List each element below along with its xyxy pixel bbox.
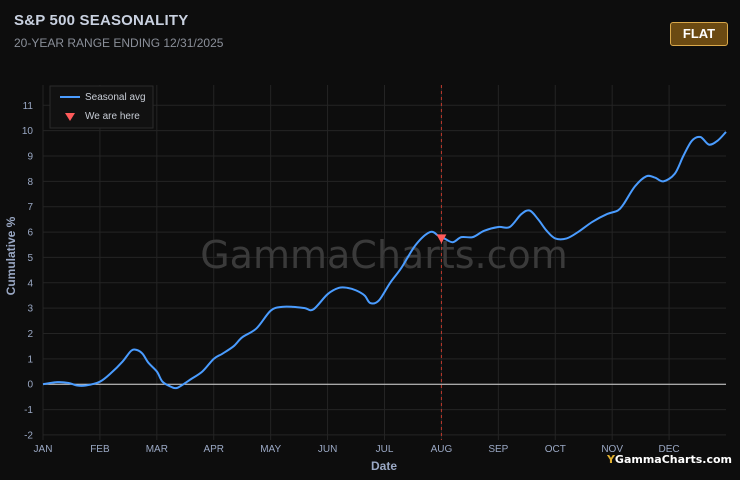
y-tick-label: 4: [27, 278, 33, 289]
trend-badge[interactable]: FLAT: [670, 22, 728, 46]
x-tick-label: JUL: [376, 444, 394, 455]
x-tick-label: SEP: [488, 444, 508, 455]
legend: Seasonal avg We are here: [49, 85, 154, 129]
x-axis-label: Date: [371, 459, 397, 473]
legend-we-are-here: We are here: [85, 111, 140, 122]
x-tick-label: DEC: [659, 444, 680, 455]
we-are-here-marker: [436, 234, 447, 244]
y-tick-label: -2: [24, 430, 33, 441]
y-tick-label: 6: [27, 228, 33, 239]
y-tick-label: 8: [27, 177, 33, 188]
legend-box: [49, 85, 154, 129]
brand-mark-icon: Y: [606, 453, 615, 466]
x-tick-label: JAN: [34, 444, 53, 455]
page-subtitle: 20-YEAR RANGE ENDING 12/31/2025: [14, 36, 224, 50]
y-tick-label: 3: [27, 304, 33, 315]
y-tick-label: -1: [24, 405, 33, 416]
x-tick-label: JUN: [318, 444, 337, 455]
y-tick-label: 0: [27, 380, 33, 391]
y-tick-label: 10: [22, 126, 34, 137]
y-tick-label: 7: [27, 202, 33, 213]
watermark: GammaCharts.com: [200, 233, 568, 277]
y-tick-label: 9: [27, 152, 33, 163]
legend-seasonal-avg: Seasonal avg: [85, 92, 146, 103]
x-tick-label: AUG: [431, 444, 453, 455]
y-tick-label: 5: [27, 253, 33, 264]
x-tick-label: NOV: [601, 444, 623, 455]
legend-marker-swatch: [65, 113, 75, 121]
x-tick-label: MAR: [146, 444, 168, 455]
y-tick-label: 1: [27, 354, 33, 365]
y-tick-label: 2: [27, 329, 33, 340]
x-tick-label: FEB: [90, 444, 110, 455]
y-tick-labels: -2 -1 0 1 2 3 4 5 6 7 8 9 10 11: [22, 101, 34, 442]
x-tick-label: MAY: [260, 444, 281, 455]
x-tick-label: APR: [203, 444, 224, 455]
page-title: S&P 500 SEASONALITY: [14, 12, 189, 29]
y-tick-label: 11: [23, 101, 34, 112]
brand-logo: YGammaCharts.com: [607, 453, 732, 466]
grid: [42, 85, 726, 440]
x-tick-labels: JAN FEB MAR APR MAY JUN JUL AUG SEP OCT NOV DEC: [34, 444, 680, 455]
y-axis-label: Cumulative %: [4, 216, 18, 295]
x-tick-label: OCT: [545, 444, 566, 455]
seasonal-avg-line: [42, 131, 727, 390]
brand-text: GammaCharts.com: [614, 453, 732, 466]
